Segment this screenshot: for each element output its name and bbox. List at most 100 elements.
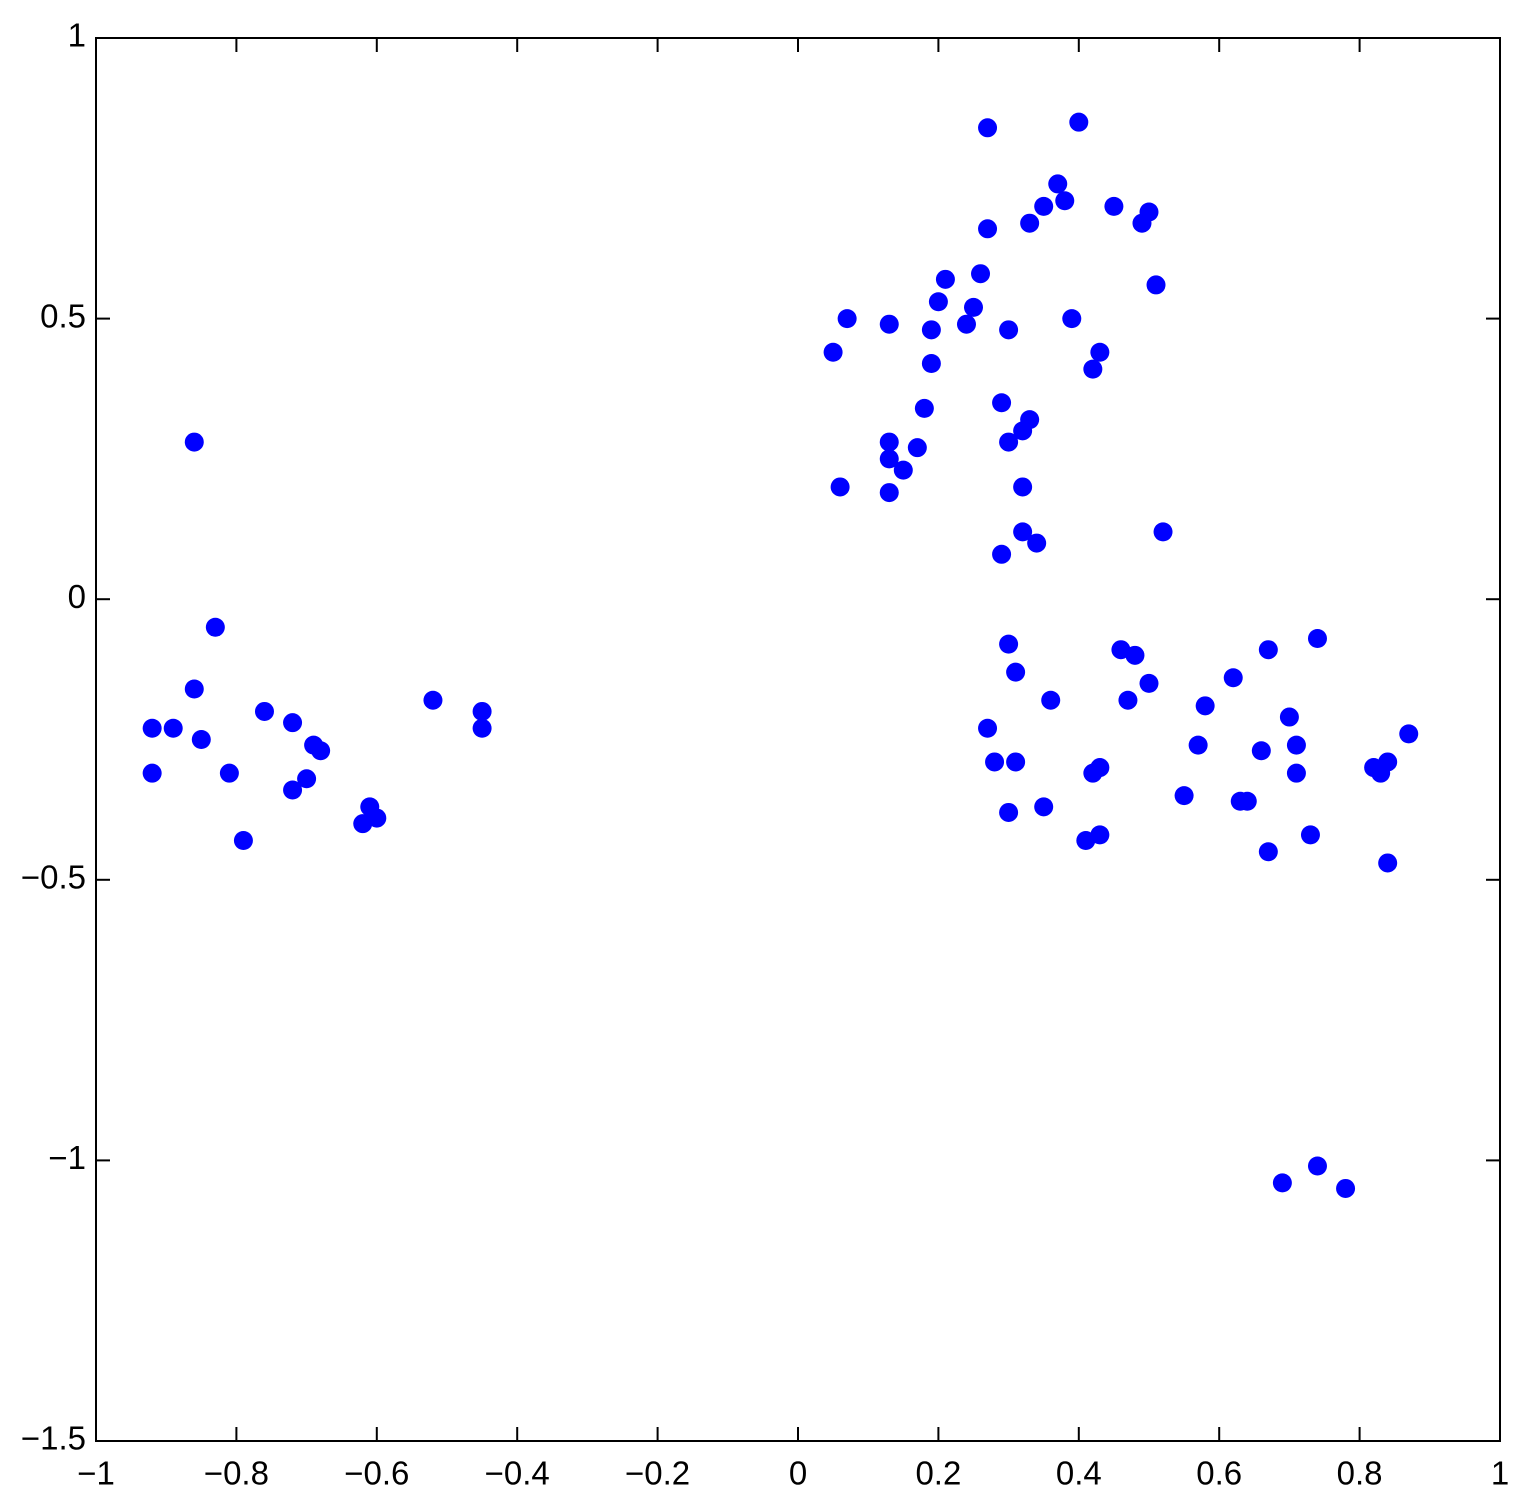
point (1237, 791, 1257, 811)
point (297, 769, 317, 789)
point (992, 544, 1012, 564)
point (184, 679, 204, 699)
point (1090, 758, 1110, 778)
y-tick-label: −1 (48, 1139, 86, 1176)
point (1090, 825, 1110, 845)
point (184, 432, 204, 452)
point (928, 292, 948, 312)
point (956, 314, 976, 334)
point (1279, 707, 1299, 727)
point (1083, 359, 1103, 379)
point (1223, 668, 1243, 688)
point (879, 432, 899, 452)
y-tick-label: −0.5 (21, 859, 86, 896)
x-tick-label: −0.8 (204, 1455, 269, 1492)
point (1118, 690, 1138, 710)
y-tick-label: 0 (68, 578, 86, 615)
point (978, 118, 998, 138)
point (999, 802, 1019, 822)
point (1104, 196, 1124, 216)
point (233, 831, 253, 851)
point (1286, 763, 1306, 783)
point (1013, 522, 1033, 542)
point (1139, 673, 1159, 693)
point (191, 730, 211, 749)
point (1020, 213, 1040, 233)
point (879, 449, 899, 469)
point (823, 342, 843, 362)
point (921, 320, 941, 340)
point (1090, 342, 1110, 362)
x-tick-label: 1 (1491, 1455, 1509, 1492)
point (978, 718, 998, 738)
x-tick-label: 0.8 (1337, 1455, 1383, 1492)
point (830, 477, 850, 497)
point (1399, 724, 1419, 744)
point (1069, 112, 1089, 132)
y-tick-label: −1.5 (21, 1420, 86, 1457)
point (1048, 174, 1068, 194)
point (1188, 735, 1208, 755)
x-tick-label: −0.2 (625, 1455, 690, 1492)
point (999, 432, 1019, 452)
point (283, 780, 303, 800)
x-tick-label: −0.4 (485, 1455, 550, 1492)
point (971, 264, 991, 284)
point (1153, 522, 1173, 542)
point (367, 808, 387, 828)
point (1027, 533, 1047, 553)
x-tick-label: 0.4 (1056, 1455, 1102, 1492)
point (999, 634, 1019, 654)
point (1013, 421, 1033, 441)
x-tick-label: −1 (77, 1455, 115, 1492)
x-tick-label: 0.6 (1196, 1455, 1242, 1492)
point (921, 353, 941, 373)
point (254, 701, 274, 721)
point (1062, 309, 1082, 329)
point (1307, 628, 1327, 648)
point (1006, 752, 1026, 772)
point (1378, 752, 1398, 772)
point (1034, 196, 1054, 216)
point (1251, 741, 1271, 761)
point (1132, 213, 1152, 233)
point (423, 690, 443, 710)
point (142, 763, 162, 783)
point (1146, 275, 1166, 295)
point (879, 483, 899, 503)
point (163, 718, 183, 738)
point (907, 438, 927, 458)
point (992, 393, 1012, 413)
point (1055, 191, 1075, 211)
point (999, 320, 1019, 340)
y-tick-label: 1 (68, 17, 86, 54)
point (311, 741, 331, 761)
point (935, 269, 955, 289)
point (1258, 640, 1278, 660)
point (283, 713, 303, 733)
point (879, 314, 899, 334)
point (142, 718, 162, 738)
point (1041, 690, 1061, 710)
point (985, 752, 1005, 772)
x-tick-label: −0.6 (344, 1455, 409, 1492)
x-tick-label: 0 (789, 1455, 807, 1492)
point (219, 763, 239, 783)
point (1006, 662, 1026, 682)
point (837, 309, 857, 329)
point (1300, 825, 1320, 845)
point (1272, 1173, 1292, 1193)
point (1378, 853, 1398, 873)
point (964, 297, 983, 317)
point (1013, 477, 1033, 497)
point (1286, 735, 1306, 755)
point (472, 718, 492, 738)
y-tick-label: 0.5 (40, 297, 86, 334)
point (893, 460, 913, 480)
point (1258, 842, 1278, 862)
point (472, 701, 492, 721)
point (205, 617, 225, 637)
point (1195, 696, 1215, 716)
